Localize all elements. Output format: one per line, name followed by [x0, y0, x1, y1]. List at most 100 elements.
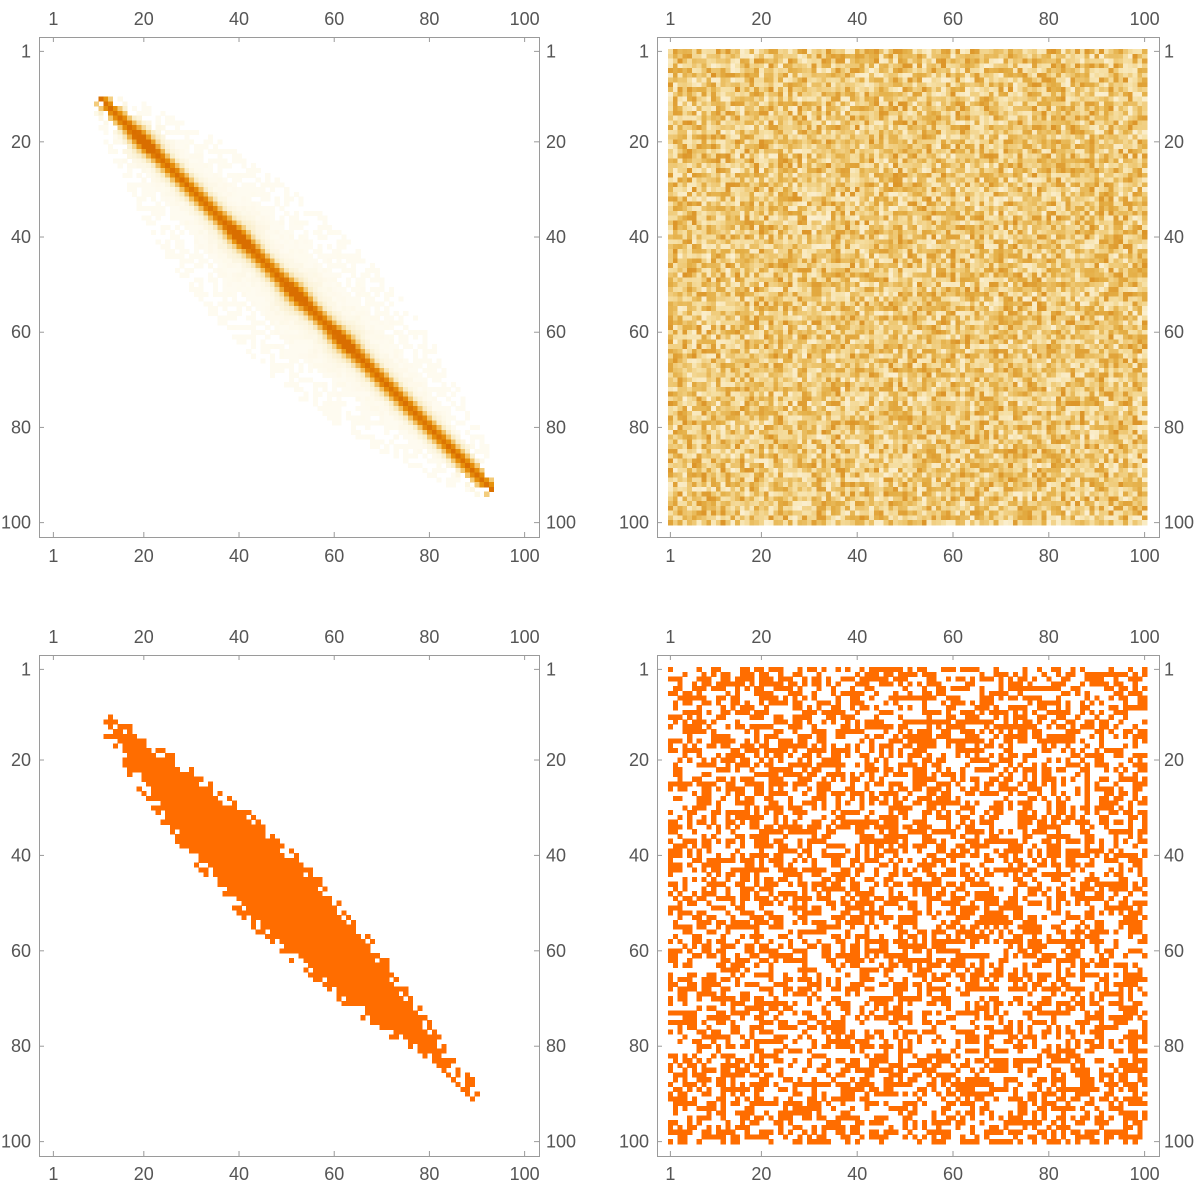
cell [289, 296, 295, 302]
cell [312, 277, 318, 283]
cell [379, 367, 385, 374]
cell [269, 315, 276, 321]
cell [768, 115, 774, 121]
cell [1022, 144, 1028, 150]
cell [269, 187, 276, 193]
cell [782, 82, 789, 88]
cell [479, 434, 485, 440]
cell [265, 191, 271, 197]
cell [1089, 63, 1095, 69]
cell [217, 163, 223, 169]
cell [787, 153, 793, 159]
cell [184, 144, 190, 150]
cell [945, 49, 951, 55]
cell [1075, 87, 1081, 93]
cell [1108, 58, 1114, 64]
cell [388, 406, 395, 412]
cell [289, 282, 295, 288]
cell [422, 439, 428, 445]
cell [1127, 153, 1133, 159]
cell [269, 267, 276, 274]
cell [921, 144, 928, 150]
cell [350, 344, 356, 350]
cell [921, 115, 928, 121]
cell [749, 163, 755, 169]
cell [131, 153, 138, 159]
cell [1108, 168, 1114, 174]
cell [146, 144, 152, 150]
cell [303, 348, 309, 354]
cell [711, 168, 717, 174]
cell [830, 115, 836, 121]
cell [398, 396, 404, 402]
cell [198, 148, 204, 155]
cell [174, 153, 180, 159]
cell [744, 82, 750, 88]
cell [122, 148, 128, 155]
cell [193, 239, 199, 245]
cell [293, 325, 299, 331]
cell [422, 425, 428, 431]
cell [355, 277, 361, 283]
cell [672, 134, 678, 140]
cell [155, 115, 161, 121]
cell [231, 172, 237, 178]
cell [998, 53, 1004, 59]
cell [869, 72, 875, 78]
cell [902, 77, 908, 83]
cell [854, 163, 860, 169]
cell [141, 139, 147, 145]
cell [1070, 139, 1076, 145]
cell [912, 163, 918, 169]
cell [360, 306, 366, 312]
cell [293, 258, 299, 264]
cell [744, 182, 750, 188]
cell [696, 53, 702, 59]
cell [979, 153, 985, 159]
tick-label-bottom: 100 [510, 546, 540, 566]
cell [246, 258, 252, 264]
cell [317, 229, 323, 235]
cell [691, 58, 698, 64]
cell [374, 444, 380, 450]
cell [840, 58, 846, 64]
cell [682, 177, 688, 183]
cell [274, 363, 280, 369]
cell [773, 68, 779, 74]
cell [274, 177, 280, 183]
cell [869, 87, 875, 93]
cell [811, 182, 817, 188]
cell [768, 72, 774, 78]
cell [303, 248, 309, 255]
cell [1017, 125, 1023, 131]
cell [469, 453, 475, 459]
cell [312, 382, 318, 388]
cell [231, 263, 237, 269]
cell [303, 282, 309, 288]
cell [317, 310, 323, 316]
cell [208, 277, 214, 283]
cell [274, 244, 280, 250]
cell [289, 320, 295, 326]
cell [969, 53, 975, 59]
cell [883, 163, 889, 169]
cell [450, 444, 456, 450]
cell [811, 148, 817, 155]
cell [835, 158, 841, 164]
cell [1051, 177, 1057, 183]
cell [897, 101, 904, 107]
cell [912, 77, 918, 83]
cell [835, 91, 841, 97]
cell [888, 168, 894, 174]
cell [331, 287, 337, 293]
cell [165, 168, 171, 174]
cell [1022, 53, 1028, 59]
cell [744, 68, 750, 74]
cell [136, 120, 142, 126]
cell [1079, 91, 1086, 97]
cell [450, 401, 456, 407]
cell [945, 172, 951, 178]
cell [222, 210, 228, 216]
cell [725, 58, 731, 64]
cell [864, 49, 870, 55]
